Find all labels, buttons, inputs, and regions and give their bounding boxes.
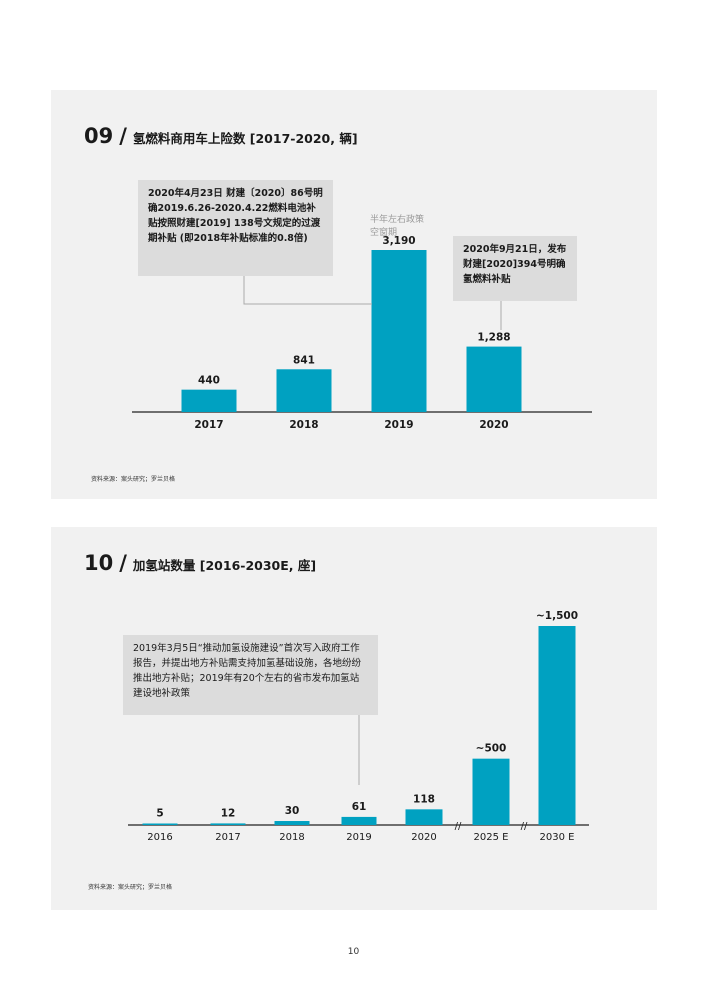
bar-2018 [274, 821, 310, 825]
bar-2019 [341, 816, 377, 825]
data-label-2020: 118 [413, 793, 435, 805]
callout-hydrogen-station-policy: 2019年3月5日“推动加氢设施建设”首次写入政府工作报告，并提出地方补贴需支持… [123, 635, 378, 715]
chart-number: 09 [84, 124, 114, 148]
tick-label-2017: 2017 [194, 419, 223, 431]
bar-2016 [142, 823, 178, 825]
source-note: 资料来源：案头研究；罗兰贝格 [88, 884, 173, 891]
data-label-2025E: ~500 [476, 743, 507, 755]
bar-2017 [210, 823, 246, 825]
bar-2020 [405, 809, 443, 825]
tick-label-2018: 2018 [279, 832, 304, 843]
bar-2017 [181, 389, 237, 412]
data-label-2016: 5 [156, 808, 163, 820]
page-number: 10 [347, 947, 360, 957]
tick-label-2019: 2019 [384, 419, 413, 431]
data-label-2018: 841 [293, 354, 315, 366]
axis-break-mark: // [521, 821, 528, 832]
chart-title: 加氢站数量 [2016-2030E, 座] [132, 558, 317, 573]
data-label-2030E: ~1,500 [536, 610, 578, 622]
data-label-2017: 12 [221, 807, 236, 819]
callout-subsidy-2020: 2020年9月21日，发布财建[2020]394号明确氢燃料补贴 [453, 236, 577, 301]
tick-label-2019: 2019 [346, 832, 371, 843]
axis-break-mark: // [455, 821, 462, 832]
tick-label-2025E: 2025 E [474, 832, 509, 843]
tick-label-2020: 2020 [479, 419, 508, 431]
chart-slash: / [119, 124, 127, 148]
data-label-2019: 61 [352, 801, 367, 813]
bar-2020 [466, 346, 522, 412]
chart-panel-10: 10 / 加氢站数量 [2016-2030E, 座] 5 2016 12 2017 30… [51, 527, 657, 910]
bar-2019 [371, 250, 427, 412]
tick-label-2020: 2020 [411, 832, 436, 843]
policy-gap-note: 半年左右政策空窗期 [370, 215, 425, 238]
tick-label-2018: 2018 [289, 419, 318, 431]
bar-chart-09: 440 2017 841 2018 3,190 2019 1,288 2020 [132, 235, 592, 431]
chart-heading: 10 / 加氢站数量 [2016-2030E, 座] [84, 551, 316, 575]
callout-connector [243, 276, 372, 305]
source-note: 资料来源：案头研究；罗兰贝格 [91, 476, 176, 483]
data-label-2019: 3,190 [382, 235, 415, 247]
data-label-2017: 440 [198, 375, 220, 387]
tick-label-2016: 2016 [147, 832, 172, 843]
bar-2025E [472, 758, 510, 825]
data-label-2020: 1,288 [477, 332, 510, 344]
data-label-2018: 30 [285, 805, 300, 817]
tick-label-2017: 2017 [215, 832, 240, 843]
chart-heading: 09 / 氢燃料商用车上险数 [2017-2020, 辆] [84, 124, 358, 148]
bar-2018 [276, 369, 332, 412]
bar-chart-10: 5 2016 12 2017 30 2018 61 2019 118 2020 ~500 2025 E… [128, 610, 589, 843]
bar-2030E [538, 626, 576, 825]
tick-label-2030E: 2030 E [540, 832, 575, 843]
chart-panel-09: 09 / 氢燃料商用车上险数 [2017-2020, 辆] 440 2017 841… [51, 90, 657, 499]
chart-number: 10 [84, 551, 114, 575]
callout-subsidy-transition: 2020年4月23日 财建〔2020〕86号明确2019.6.26-2020.4… [138, 180, 333, 276]
chart-title: 氢燃料商用车上险数 [2017-2020, 辆] [132, 131, 358, 146]
chart-slash: / [119, 551, 127, 575]
